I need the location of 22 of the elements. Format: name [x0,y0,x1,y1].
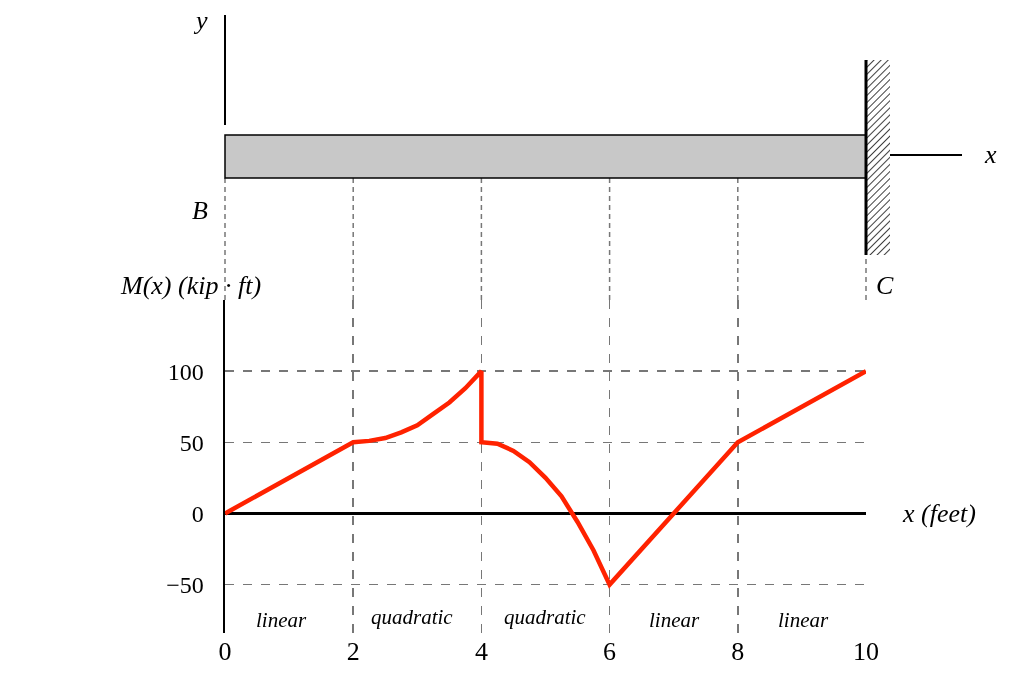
annotation: quadratic [371,605,454,629]
y-tick-label: 100 [167,358,204,385]
x-tick-label: 8 [731,637,745,666]
text: B [192,196,208,225]
annotation: linear [649,608,700,632]
x-tick-label: 10 [853,637,879,666]
annotation: quadratic [504,605,587,629]
x-tick-label: 6 [603,637,617,666]
text: y [193,6,208,35]
y-tick-label: 50 [179,429,204,456]
x-tick-label: 0 [218,637,232,666]
text: C [876,271,894,300]
y-tick-label: 0 [191,500,204,527]
annotation: linear [256,608,307,632]
annotation: linear [778,608,829,632]
y-axis-title: M(x) (kip · ft) [120,271,262,300]
x-tick-label: 4 [474,637,488,666]
x-tick-label: 2 [346,637,360,666]
x-axis-title: x (feet) [902,499,976,528]
line-series [225,368,866,587]
text: x [984,140,997,169]
y-tick-label: −50 [166,572,204,599]
